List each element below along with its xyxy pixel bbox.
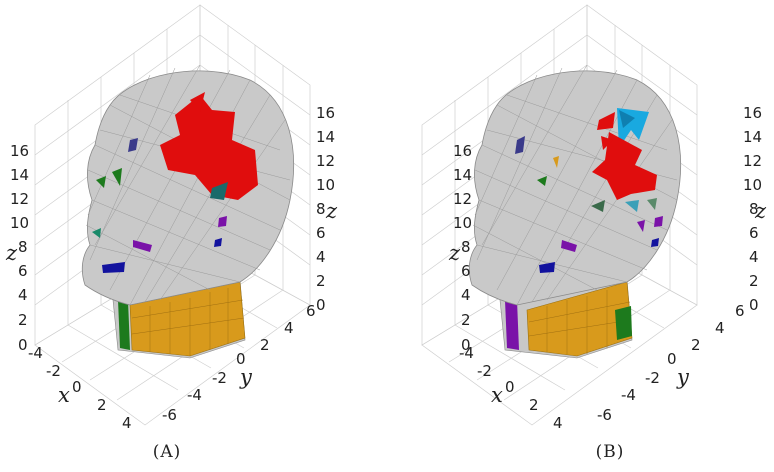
y-tick: 4 (284, 319, 294, 337)
z-ticks-left: 0 2 4 6 8 10 12 14 16 z (5, 142, 29, 354)
z-tick-left: 16 (453, 142, 472, 160)
x-ticks: -4 -2 0 2 4 x (28, 344, 132, 432)
y-tick: 2 (691, 336, 701, 354)
y-tick: -4 (621, 386, 636, 404)
y-tick: -2 (645, 369, 660, 387)
x-tick: 2 (529, 396, 539, 414)
caption-a: (A) (152, 442, 182, 462)
caption-b: (B) (595, 442, 625, 462)
x-tick: -2 (477, 362, 492, 380)
z-tick-right: 10 (743, 176, 762, 194)
x-tick: -4 (28, 344, 43, 362)
y-tick: -4 (187, 386, 202, 404)
z-tick-right: 12 (316, 152, 335, 170)
z-tick-left: 2 (18, 311, 28, 329)
y-tick: 4 (715, 319, 725, 337)
x-tick: -2 (46, 362, 61, 380)
z-tick-left: 0 (461, 336, 471, 354)
y-axis-label: y (239, 365, 253, 389)
y-tick: 0 (236, 350, 246, 368)
x-tick: 4 (553, 414, 563, 432)
z-tick-right: 2 (749, 272, 759, 290)
z-tick-left: 0 (18, 336, 28, 354)
z-tick-left: 14 (10, 166, 29, 184)
panel-a: 0 2 4 6 8 10 12 14 16 z 0 2 4 6 8 10 12 … (0, 0, 387, 467)
z-tick-left: 10 (453, 214, 472, 232)
y-tick: 6 (735, 302, 745, 320)
z-tick-right: 4 (749, 248, 759, 266)
patches-b (515, 108, 663, 273)
y-tick: 2 (260, 336, 270, 354)
z-tick-left: 10 (10, 214, 29, 232)
z-tick-right: 8 (316, 200, 326, 218)
z-tick-right: 6 (749, 224, 759, 242)
z-tick-right: 14 (316, 128, 335, 146)
z-tick-left: 6 (461, 262, 471, 280)
z-tick-right: 4 (316, 248, 326, 266)
y-ticks: -6 -4 -2 0 2 4 6 y (597, 302, 745, 424)
z-axis-label-left: z (5, 241, 18, 265)
z-ticks-right: 0 2 4 6 8 10 12 14 16 z (316, 104, 338, 314)
z-tick-left: 4 (461, 286, 471, 304)
z-tick-left: 16 (10, 142, 29, 160)
y-tick: 0 (667, 350, 677, 368)
z-tick-right: 2 (316, 272, 326, 290)
z-tick-left: 12 (453, 190, 472, 208)
x-tick: 2 (97, 396, 107, 414)
z-tick-right: 14 (743, 128, 762, 146)
z-tick-right: 0 (749, 296, 759, 314)
x-axis-label: x (491, 383, 503, 407)
plot-b: 0 2 4 6 8 10 12 14 16 z 0 2 4 6 8 10 12 … (421, 4, 767, 432)
z-tick-right: 8 (749, 200, 759, 218)
z-ticks-right: 0 2 4 6 8 10 12 14 16 z (743, 104, 767, 314)
x-axis-label: x (58, 383, 70, 407)
z-tick-left: 8 (18, 238, 28, 256)
y-tick: 6 (306, 302, 316, 320)
x-tick: 0 (72, 378, 82, 396)
z-tick-left: 2 (461, 311, 471, 329)
z-axis-label-left: z (448, 241, 461, 265)
z-axis-label-right: z (325, 199, 338, 223)
patches-a (92, 92, 258, 273)
z-tick-right: 12 (743, 152, 762, 170)
z-tick-right: 16 (743, 104, 762, 122)
y-axis-label: y (676, 365, 690, 389)
z-tick-left: 12 (10, 190, 29, 208)
plot-a: 0 2 4 6 8 10 12 14 16 z 0 2 4 6 8 10 12 … (5, 4, 338, 432)
z-tick-left: 6 (18, 262, 28, 280)
z-axis-label-right: z (754, 199, 767, 223)
z-tick-right: 10 (316, 176, 335, 194)
y-ticks: -6 -4 -2 0 2 4 6 y (162, 302, 316, 424)
y-tick: -6 (597, 406, 612, 424)
z-tick-left: 8 (461, 238, 471, 256)
z-tick-left: 14 (453, 166, 472, 184)
x-tick: 0 (505, 378, 515, 396)
y-tick: -2 (212, 369, 227, 387)
x-ticks: -4 -2 0 2 4 x (459, 344, 563, 432)
z-tick-right: 16 (316, 104, 335, 122)
panel-b: 0 2 4 6 8 10 12 14 16 z 0 2 4 6 8 10 12 … (387, 0, 774, 467)
x-tick: -4 (459, 344, 474, 362)
z-tick-right: 6 (316, 224, 326, 242)
z-tick-left: 4 (18, 286, 28, 304)
x-tick: 4 (122, 414, 132, 432)
z-ticks-left: 0 2 4 6 8 10 12 14 16 z (448, 142, 472, 354)
y-tick: -6 (162, 406, 177, 424)
z-tick-right: 0 (316, 296, 326, 314)
